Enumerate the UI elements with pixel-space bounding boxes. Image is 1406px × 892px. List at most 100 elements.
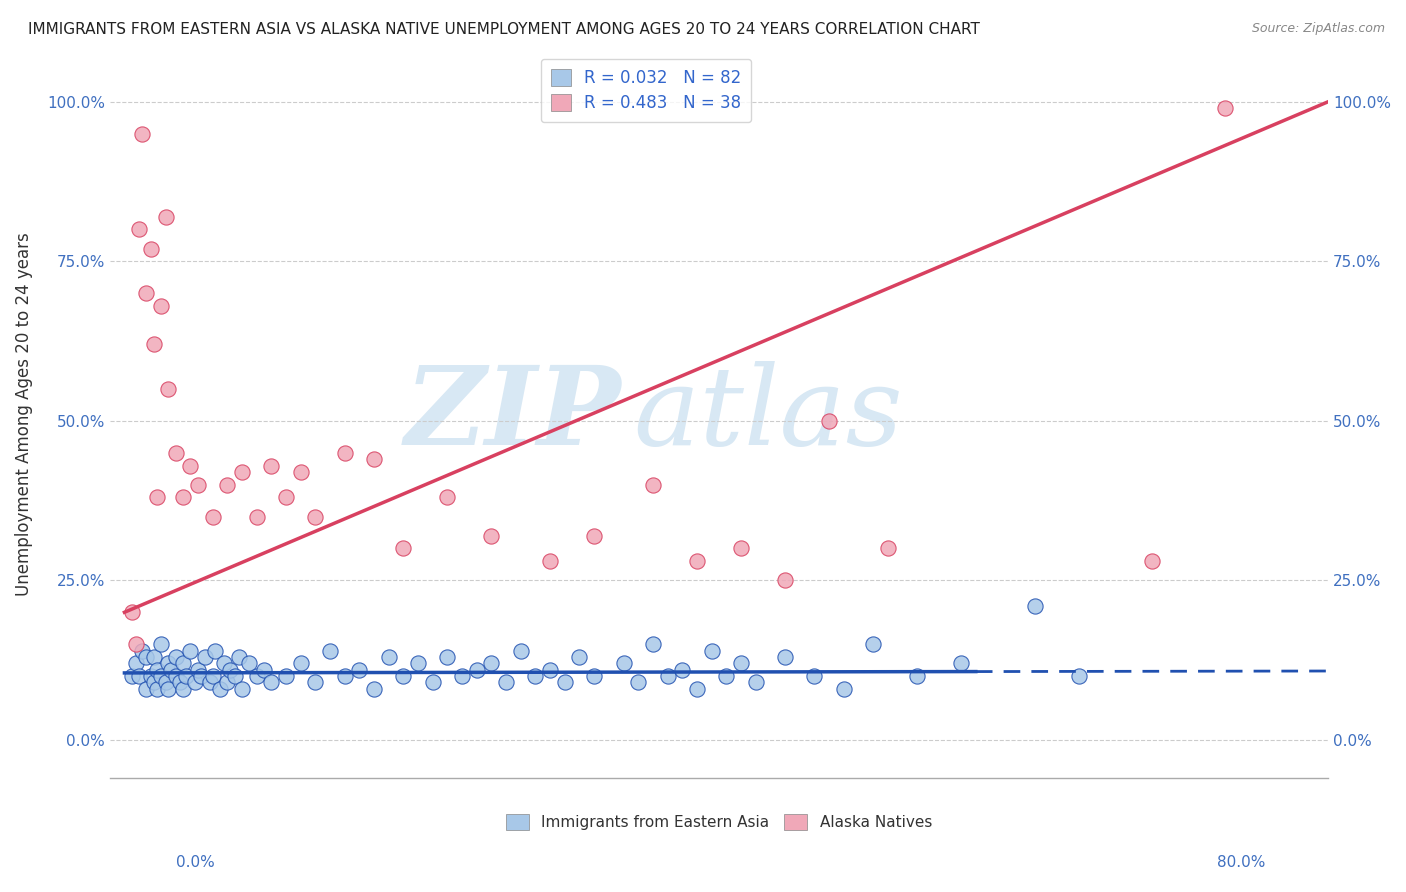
Point — [554, 675, 576, 690]
Point — [157, 681, 180, 696]
Point — [201, 669, 224, 683]
Point — [172, 657, 194, 671]
Point — [187, 663, 209, 677]
Point — [228, 650, 250, 665]
Point — [465, 663, 488, 677]
Point — [260, 458, 283, 473]
Point — [135, 286, 157, 301]
Point — [131, 643, 153, 657]
Point — [377, 650, 399, 665]
Point — [451, 669, 474, 683]
Text: 80.0%: 80.0% — [1218, 855, 1265, 870]
Point — [219, 663, 242, 677]
Point — [160, 663, 183, 677]
Point — [194, 650, 217, 665]
Point — [538, 663, 561, 677]
Point — [686, 681, 709, 696]
Point — [363, 681, 385, 696]
Point — [125, 657, 148, 671]
Point — [333, 669, 356, 683]
Point — [187, 477, 209, 491]
Point — [128, 222, 150, 236]
Point — [612, 657, 634, 671]
Point — [481, 529, 503, 543]
Point — [1140, 554, 1163, 568]
Point — [671, 663, 693, 677]
Point — [204, 643, 226, 657]
Point — [803, 669, 825, 683]
Point — [150, 669, 173, 683]
Point — [349, 663, 371, 677]
Point — [231, 681, 253, 696]
Point — [165, 650, 187, 665]
Point — [686, 554, 709, 568]
Point — [142, 675, 165, 690]
Point — [524, 669, 547, 683]
Text: ZIP: ZIP — [405, 360, 621, 468]
Point — [657, 669, 679, 683]
Point — [950, 657, 973, 671]
Point — [135, 650, 157, 665]
Point — [274, 669, 297, 683]
Point — [224, 669, 246, 683]
Point — [538, 554, 561, 568]
Point — [145, 663, 167, 677]
Point — [238, 657, 260, 671]
Point — [304, 675, 326, 690]
Text: IMMIGRANTS FROM EASTERN ASIA VS ALASKA NATIVE UNEMPLOYMENT AMONG AGES 20 TO 24 Y: IMMIGRANTS FROM EASTERN ASIA VS ALASKA N… — [28, 22, 980, 37]
Point — [125, 637, 148, 651]
Point — [217, 675, 239, 690]
Point — [773, 574, 796, 588]
Point — [157, 382, 180, 396]
Point — [179, 643, 201, 657]
Point — [773, 650, 796, 665]
Point — [145, 681, 167, 696]
Point — [274, 491, 297, 505]
Point — [422, 675, 444, 690]
Point — [208, 681, 231, 696]
Point — [716, 669, 738, 683]
Legend: Immigrants from Eastern Asia, Alaska Natives: Immigrants from Eastern Asia, Alaska Nat… — [499, 808, 938, 836]
Point — [905, 669, 928, 683]
Point — [172, 491, 194, 505]
Point — [333, 446, 356, 460]
Point — [142, 650, 165, 665]
Point — [128, 669, 150, 683]
Point — [150, 299, 173, 313]
Point — [392, 669, 415, 683]
Point — [1024, 599, 1046, 613]
Point — [1067, 669, 1090, 683]
Point — [730, 657, 752, 671]
Point — [392, 541, 415, 556]
Point — [583, 529, 606, 543]
Point — [509, 643, 531, 657]
Point — [744, 675, 766, 690]
Point — [142, 337, 165, 351]
Point — [155, 210, 177, 224]
Point — [730, 541, 752, 556]
Point — [481, 657, 503, 671]
Point — [217, 477, 239, 491]
Point — [245, 669, 267, 683]
Point — [583, 669, 606, 683]
Point — [876, 541, 898, 556]
Point — [231, 465, 253, 479]
Point — [121, 669, 143, 683]
Point — [145, 491, 167, 505]
Point — [862, 637, 884, 651]
Point — [568, 650, 591, 665]
Point — [700, 643, 723, 657]
Point — [179, 458, 201, 473]
Point — [260, 675, 283, 690]
Point — [832, 681, 855, 696]
Point — [436, 650, 458, 665]
Point — [135, 681, 157, 696]
Point — [165, 669, 187, 683]
Point — [184, 675, 207, 690]
Point — [131, 127, 153, 141]
Point — [290, 465, 312, 479]
Point — [212, 657, 235, 671]
Point — [627, 675, 650, 690]
Text: atlas: atlas — [634, 360, 903, 468]
Text: 0.0%: 0.0% — [176, 855, 215, 870]
